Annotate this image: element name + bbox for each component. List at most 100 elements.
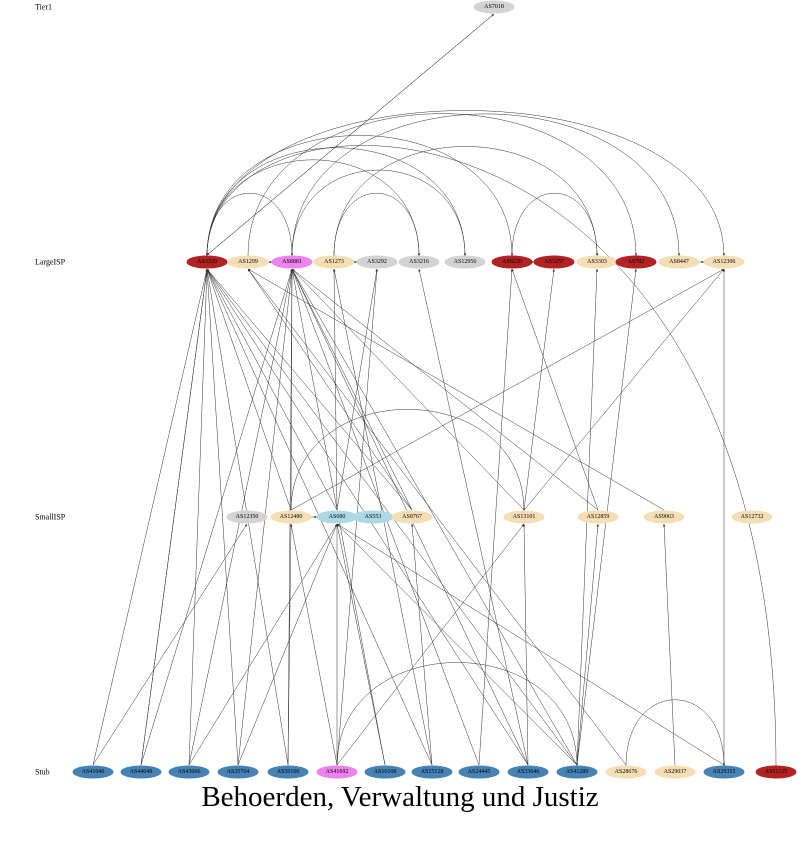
node xyxy=(556,765,598,779)
node xyxy=(473,0,515,14)
node xyxy=(731,510,773,524)
node xyxy=(398,255,440,269)
node-label: AS8767 xyxy=(402,514,422,520)
node-label: AS44049 xyxy=(130,769,153,775)
node xyxy=(186,255,228,269)
edge xyxy=(237,523,338,766)
node-label: AS680 xyxy=(329,514,346,520)
node-label: AS41040 xyxy=(82,769,105,775)
node-label: AS43066 xyxy=(178,769,201,775)
edge xyxy=(511,268,599,511)
node xyxy=(577,510,619,524)
edge xyxy=(287,523,293,766)
edge xyxy=(206,268,413,511)
node-label: AS7018 xyxy=(484,4,504,10)
node-label: AS35704 xyxy=(227,769,250,775)
node xyxy=(72,765,114,779)
edge xyxy=(206,159,421,257)
node-label: AS3257 xyxy=(544,259,564,265)
node xyxy=(316,765,358,779)
edge xyxy=(291,268,525,511)
edge xyxy=(188,523,338,766)
edge xyxy=(290,268,725,511)
nodes: Tier1 AS7018 LargeISP AS3320 AS1299 AS8881 AS1… xyxy=(35,0,797,779)
edge xyxy=(336,662,579,767)
edge xyxy=(140,268,293,766)
edge xyxy=(206,268,338,511)
edge xyxy=(336,523,525,766)
edge xyxy=(662,523,676,766)
edge xyxy=(291,268,413,511)
edge xyxy=(336,268,378,511)
node-label: AS15128 xyxy=(421,769,444,775)
tier-label: Tier1 xyxy=(35,3,52,12)
node xyxy=(458,765,500,779)
node-label: AS12956 xyxy=(454,259,477,265)
edge xyxy=(478,268,514,766)
tier-label: Stub xyxy=(35,768,50,777)
edge xyxy=(206,13,495,256)
edge xyxy=(522,523,529,766)
edge xyxy=(576,523,600,766)
edge xyxy=(247,268,627,766)
edge xyxy=(188,268,209,766)
edge xyxy=(523,268,725,511)
node xyxy=(503,510,545,524)
edge xyxy=(511,192,599,257)
node-label: AS1273 xyxy=(324,259,344,265)
node-label: AS8220 xyxy=(502,259,522,265)
edge xyxy=(291,113,681,257)
node xyxy=(491,255,533,269)
edge xyxy=(625,699,726,767)
edge xyxy=(290,409,526,512)
node-label: AS553 xyxy=(365,514,382,520)
edge xyxy=(290,268,294,511)
node xyxy=(267,765,309,779)
node xyxy=(270,510,312,524)
node xyxy=(227,255,269,269)
node xyxy=(444,255,486,269)
node xyxy=(313,255,355,269)
node-label: AS41692 xyxy=(326,769,349,775)
node-label: AS13101 xyxy=(513,514,536,520)
node-label: AS1299 xyxy=(238,259,258,265)
node-label: AS50100 xyxy=(277,769,300,775)
node-label: AS3216 xyxy=(409,259,429,265)
node-label: AS3292 xyxy=(367,259,387,265)
node-label: AS8447 xyxy=(669,259,689,265)
node-label: AS3320 xyxy=(197,259,217,265)
edge xyxy=(247,113,638,257)
edge xyxy=(410,523,433,766)
edge xyxy=(332,268,338,511)
node-label: AS12480 xyxy=(280,514,303,520)
edge xyxy=(92,268,208,766)
edge xyxy=(140,268,208,766)
edge xyxy=(206,192,294,257)
node-label: AS12859 xyxy=(587,514,610,520)
node xyxy=(168,765,210,779)
node xyxy=(391,510,433,524)
edge xyxy=(206,110,726,257)
node xyxy=(615,255,657,269)
edge xyxy=(92,523,248,766)
node xyxy=(411,765,453,779)
node-label: AS29315 xyxy=(713,769,736,775)
node-label: AS41289 xyxy=(566,769,589,775)
edge xyxy=(523,268,555,511)
edge xyxy=(247,268,665,511)
node xyxy=(605,765,647,779)
node-label: AS12306 xyxy=(713,259,736,265)
node xyxy=(507,765,549,779)
node xyxy=(643,510,685,524)
edge xyxy=(206,268,292,511)
edge xyxy=(206,135,514,257)
node xyxy=(364,765,406,779)
edge xyxy=(336,523,578,766)
edge xyxy=(333,146,599,257)
node-label: AS3303 xyxy=(587,259,607,265)
edge xyxy=(336,523,386,766)
node xyxy=(703,765,745,779)
edge xyxy=(291,268,578,766)
node xyxy=(120,765,162,779)
edges xyxy=(92,13,777,767)
